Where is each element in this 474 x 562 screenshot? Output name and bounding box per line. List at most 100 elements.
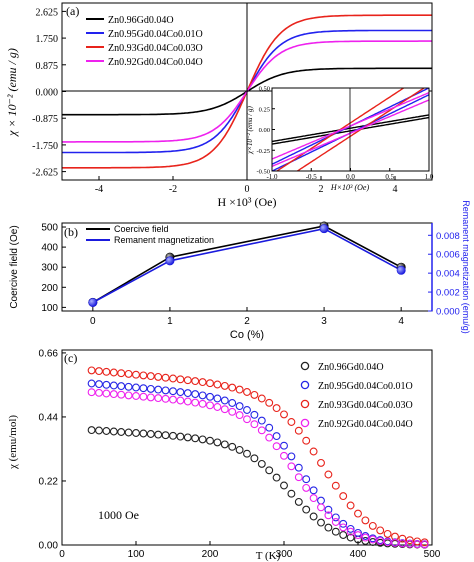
- panel-c-legend: Zn0.96Gd0.04O Zn0.95Gd0.04Co0.01O Zn0.93…: [300, 361, 413, 430]
- panel-c-series-4-point: [139, 392, 148, 401]
- panel-c-series-3-point: [139, 371, 148, 380]
- panel-a-x-tick-label: 2: [319, 184, 324, 195]
- panel-c-series-1-point: [146, 430, 155, 438]
- panel-c-series-4-point: [331, 518, 340, 526]
- panel-c-series-2-point: [169, 387, 177, 396]
- panel-c: 0.00 0.22 0.44 0.66 0 100 200 300 400 500 (c) χ …: [7, 348, 441, 562]
- panel-c-series-4-point: [117, 390, 126, 399]
- panel-a-y-tick-label: 0.875: [36, 61, 59, 72]
- panel-b-y-tick-label: 500: [41, 223, 58, 234]
- panel-c-series-3-point: [169, 374, 177, 383]
- panel-b-xlabel: Co (%): [230, 329, 264, 341]
- panel-b-x-tick-label: 4: [398, 316, 404, 327]
- panel-c-series-4-point: [383, 538, 392, 547]
- inset-x-tick-label: 0.5: [385, 173, 394, 181]
- panel-c-series-4-point: [354, 531, 362, 540]
- panel-c-series-4-point: [124, 391, 133, 400]
- panel-c-series-4-point: [391, 538, 399, 547]
- panel-c-series-4-point: [176, 396, 185, 405]
- panel-c-series-4-point: [265, 433, 274, 442]
- panel-c-series-2-point: [154, 385, 163, 394]
- panel-c-series-2-point: [183, 389, 192, 398]
- panel-c-series-3-point: [176, 375, 185, 384]
- panel-c-series-2-point: [309, 486, 318, 495]
- panel-c-series-3-point: [309, 447, 318, 456]
- panel-a-x-ticks: -4 -2 0 2 4: [95, 176, 398, 195]
- legend-a-label-4: Zn0.92Gd0.04Co0.04O: [108, 57, 203, 68]
- panel-c-series-2-point: [346, 524, 355, 533]
- panel-c-series-4-point: [87, 388, 96, 397]
- panel-b-x-tick-label: 2: [244, 316, 250, 327]
- panel-b-series-1-line: [92, 225, 402, 304]
- legend-c-label-3: Zn0.93Gd0.04Co0.03O: [318, 400, 413, 411]
- inset-loop-branch-4: [272, 91, 429, 160]
- panel-c-series-4-point: [198, 399, 207, 408]
- panel-c-series-2-point: [109, 381, 118, 390]
- inset-loop-branch-3: [296, 88, 426, 171]
- panel-c-series-3-point: [257, 394, 266, 403]
- panel-c-series-3-point: [368, 521, 377, 530]
- inset-loop-lines: [272, 88, 429, 171]
- panel-c-series-2-point: [95, 380, 103, 389]
- inset-x-tick-label: 1.0: [425, 173, 434, 181]
- panel-c-series-3-point: [420, 538, 429, 547]
- panel-c-series-3-point: [354, 509, 362, 518]
- inset-y-tick-label: 0.00: [259, 127, 270, 134]
- inset-y-tick-label: 0.50: [259, 86, 270, 93]
- panel-b-series-2-point: [88, 297, 98, 307]
- legend-c-marker-2: [300, 380, 310, 390]
- panel-c-series-2-point: [317, 496, 325, 505]
- inset-ylabel: χ×10⁻² (emu / g): [246, 106, 254, 155]
- panel-b-series-2-point: [396, 265, 406, 275]
- inset-x-tick-label: -1.0: [266, 173, 278, 181]
- panel-a-x-tick-label: -2: [169, 184, 177, 195]
- legend-c-label-2: Zn0.95Gd0.04Co0.01O: [318, 381, 413, 392]
- panel-c-x-tick-label: 500: [424, 549, 441, 560]
- panel-c-series-3-point: [95, 367, 103, 376]
- panel-c-series-1-point: [161, 431, 170, 440]
- panel-c-series-2-point: [191, 390, 200, 399]
- panel-c-series-4-point: [317, 503, 325, 512]
- panel-c-series-3-point: [213, 380, 222, 389]
- panel-c-series-1-point: [220, 440, 229, 449]
- panel-c-series-2-point: [324, 505, 333, 514]
- panel-b-y2-ticks: 0.000 0.002 0.004 0.006 0.008: [428, 231, 460, 318]
- panel-a-ylabel: χ × 10⁻² (emu / g): [5, 48, 19, 137]
- panel-c-series-4-point: [272, 442, 281, 451]
- panel-b-series-2-line: [92, 227, 402, 304]
- panel-c-series-2-point: [287, 452, 296, 461]
- panel-c-series-3-point: [235, 385, 244, 394]
- inset-loop-branch-3: [275, 88, 405, 171]
- panel-c-series-4-point: [420, 540, 429, 549]
- inset-x-tick-label: 0.0: [346, 173, 355, 181]
- panel-c-series-2-point: [243, 406, 251, 414]
- panel-c-series-4-point: [206, 401, 214, 410]
- panel-c-markers: [87, 366, 429, 549]
- panel-a-y-ticks: -2.625 -1.750 -0.875 0.000 0.875 1.750 2.625: [32, 7, 66, 179]
- panel-c-series-4-point: [294, 473, 303, 482]
- panel-c-series-2-point: [139, 384, 148, 393]
- legend-b-label-2: Remanent magnetization: [114, 235, 214, 245]
- panel-c-series-1-point: [169, 431, 177, 440]
- panel-c-series-1-point: [102, 427, 111, 435]
- panel-c-series-2-point: [228, 399, 237, 407]
- panel-c-series-1-point: [213, 438, 222, 447]
- panel-c-annotation: 1000 Oe: [98, 508, 139, 522]
- panel-b-y2-tick-label: 0.004: [436, 269, 460, 280]
- panel-c-series-1-point: [302, 505, 311, 514]
- panel-c-y-tick-label: 0.22: [39, 476, 59, 487]
- panel-c-series-2-point: [176, 388, 185, 397]
- panel-c-series-2-point: [235, 402, 244, 411]
- panel-c-series-1-point: [87, 426, 96, 435]
- panel-c-series-3-point: [294, 426, 303, 435]
- panel-c-series-3-point: [280, 410, 288, 419]
- panel-c-series-4-point: [280, 451, 288, 460]
- panel-c-series-1-point: [317, 518, 325, 527]
- panel-c-series-3-point: [302, 436, 311, 445]
- panel-c-series-3-point: [376, 526, 385, 535]
- panel-b-y2-tick-label: 0.006: [436, 250, 460, 261]
- panel-b-series-2-point: [165, 256, 175, 266]
- panel-c-series-4-point: [213, 403, 222, 411]
- panel-c-series-1-point: [243, 449, 251, 458]
- panel-c-series-2-point: [132, 383, 140, 392]
